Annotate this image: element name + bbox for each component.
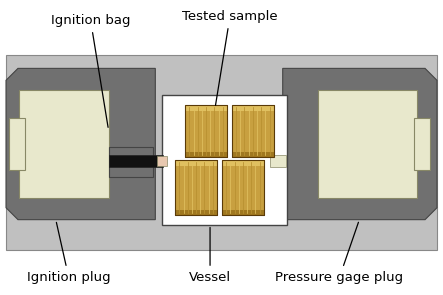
Bar (109, 155, 163, 167)
Polygon shape (283, 68, 437, 220)
Bar (175, 160, 217, 215)
Bar (19, 90, 109, 198)
Text: Ignition plug: Ignition plug (27, 222, 111, 284)
Bar (222, 160, 264, 215)
Bar (185, 105, 227, 157)
Text: Ignition bag: Ignition bag (51, 14, 130, 127)
Bar (414, 118, 430, 170)
Bar (232, 105, 274, 157)
Bar (162, 95, 287, 224)
Bar (185, 105, 227, 111)
Bar (232, 152, 274, 157)
Bar (109, 147, 153, 177)
Bar (270, 155, 286, 167)
Bar (175, 160, 217, 166)
Text: Tested sample: Tested sample (182, 10, 278, 105)
Text: Vessel: Vessel (189, 227, 231, 284)
Bar (175, 160, 217, 215)
Bar (222, 160, 264, 166)
Bar (185, 105, 227, 157)
Bar (232, 105, 274, 111)
Bar (318, 90, 417, 198)
Bar (185, 152, 227, 157)
Bar (6, 55, 437, 250)
Bar (175, 210, 217, 215)
Bar (157, 156, 167, 166)
Text: Pressure gage plug: Pressure gage plug (276, 222, 404, 284)
Polygon shape (6, 68, 155, 220)
Bar (9, 118, 25, 170)
Bar (222, 160, 264, 215)
Bar (222, 210, 264, 215)
Bar (232, 105, 274, 157)
